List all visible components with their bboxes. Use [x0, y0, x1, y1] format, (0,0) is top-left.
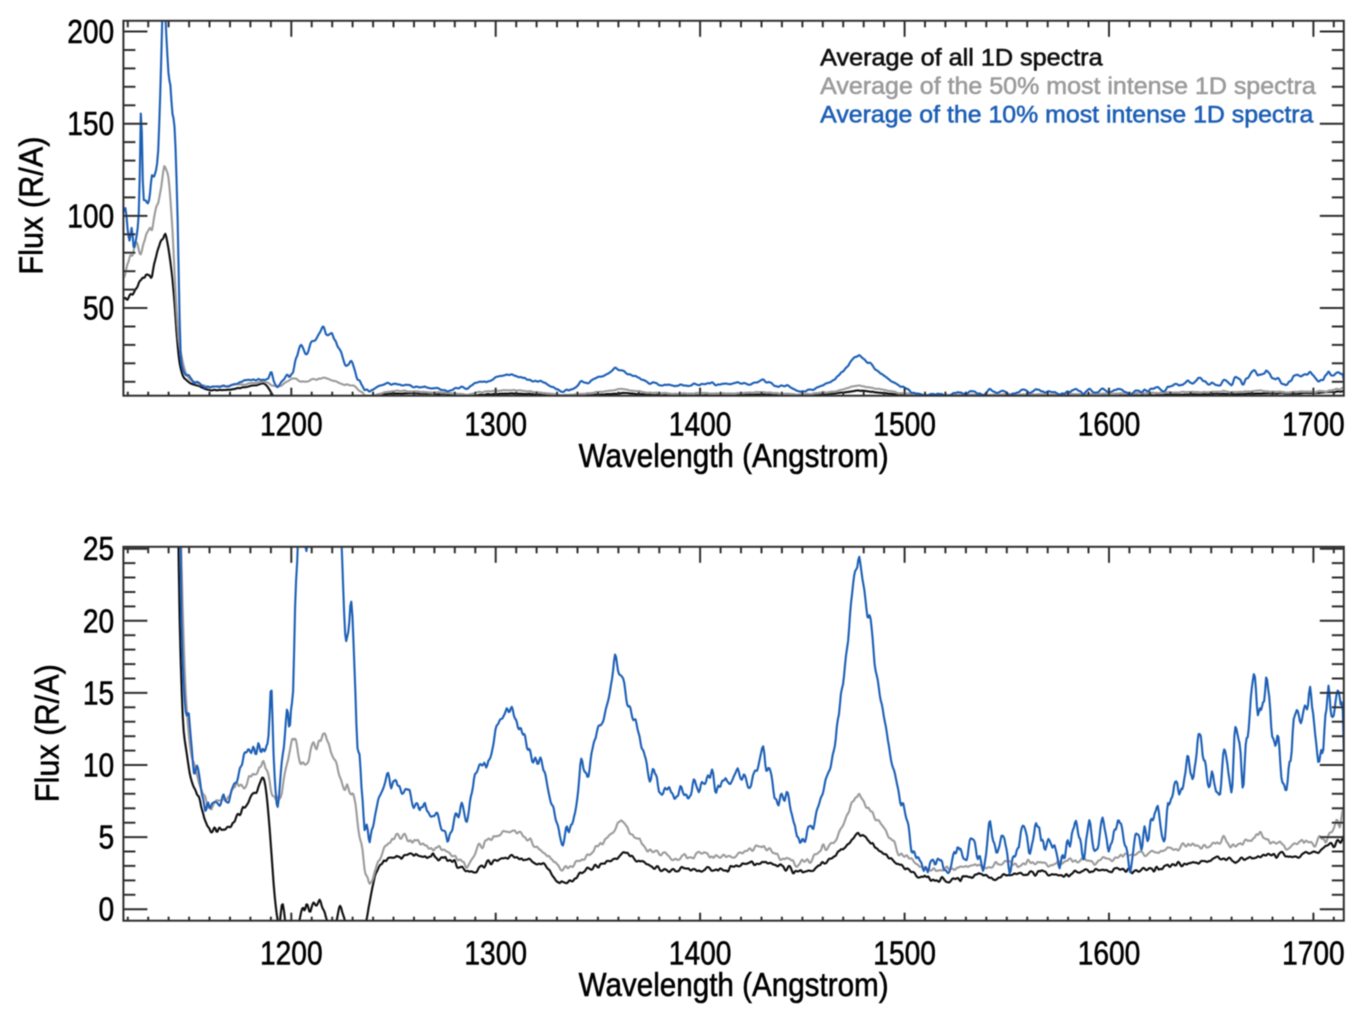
svg-text:Average of the 50% most intens: Average of the 50% most intense 1D spect… [820, 73, 1316, 100]
svg-text:150: 150 [67, 105, 114, 142]
svg-text:Flux (R/A): Flux (R/A) [28, 664, 65, 802]
svg-text:Average of all 1D spectra: Average of all 1D spectra [820, 44, 1103, 71]
svg-text:1600: 1600 [1078, 405, 1141, 442]
svg-text:1200: 1200 [260, 935, 323, 972]
svg-text:100: 100 [67, 197, 114, 234]
svg-text:50: 50 [83, 290, 114, 327]
svg-text:1300: 1300 [464, 405, 527, 442]
svg-text:15: 15 [83, 674, 114, 711]
svg-text:Average of the 10% most intens: Average of the 10% most intense 1D spect… [820, 102, 1314, 129]
svg-text:0: 0 [99, 891, 115, 928]
svg-text:Flux (R/A): Flux (R/A) [13, 137, 50, 275]
svg-text:1300: 1300 [464, 935, 527, 972]
svg-text:1200: 1200 [260, 405, 323, 442]
svg-text:Wavelength (Angstrom): Wavelength (Angstrom) [579, 437, 889, 474]
svg-text:1700: 1700 [1282, 935, 1345, 972]
svg-text:1400: 1400 [669, 935, 732, 972]
svg-text:1400: 1400 [669, 405, 732, 442]
svg-text:200: 200 [67, 13, 114, 50]
svg-text:Wavelength (Angstrom): Wavelength (Angstrom) [579, 966, 889, 1003]
svg-text:1600: 1600 [1078, 935, 1141, 972]
svg-text:20: 20 [83, 602, 114, 639]
svg-text:1500: 1500 [873, 935, 936, 972]
svg-text:5: 5 [99, 819, 115, 856]
svg-text:1700: 1700 [1282, 405, 1345, 442]
svg-text:25: 25 [83, 530, 114, 567]
svg-text:1500: 1500 [873, 405, 936, 442]
svg-text:10: 10 [83, 747, 114, 784]
